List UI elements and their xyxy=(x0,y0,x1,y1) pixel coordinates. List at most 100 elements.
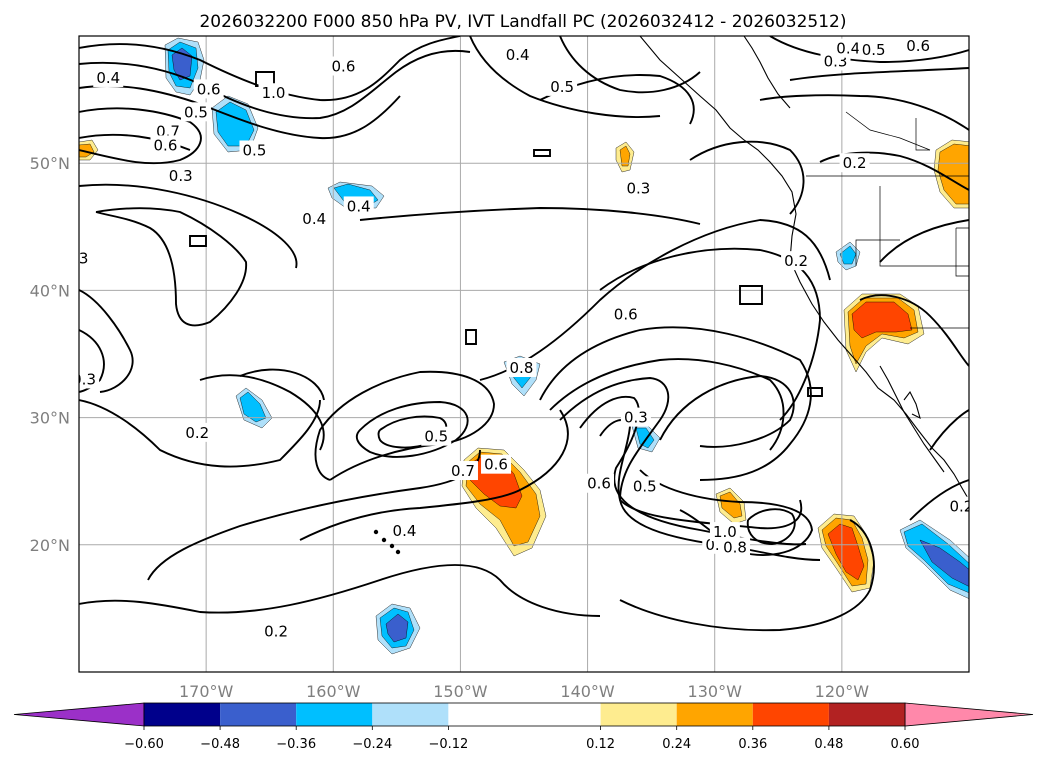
ivt-contour-line xyxy=(355,401,469,458)
contour-label: 0.5 xyxy=(184,103,208,121)
colorbar-segment xyxy=(600,703,677,726)
contour-label-bg xyxy=(150,135,181,155)
contour-label-bg xyxy=(79,248,92,268)
x-tick-label: 150°W xyxy=(433,682,488,701)
ivt-contour-line xyxy=(79,329,105,393)
ivt-contour-line xyxy=(909,479,969,521)
contour-label-bg xyxy=(839,153,870,173)
contour-label: 0.7 xyxy=(451,462,475,480)
contour-label-bg xyxy=(502,45,533,65)
ivt-contour-closed xyxy=(533,149,551,157)
colorbar-tick-label: 0.48 xyxy=(814,737,843,752)
contour-label: 0.6 xyxy=(614,306,638,324)
contour-label-bg xyxy=(781,251,812,271)
x-axis-tick-labels: 170°W 160°W 150°W 140°W 130°W 120°W xyxy=(179,682,869,701)
ivt-contour-line xyxy=(469,36,661,118)
political-border xyxy=(915,118,930,151)
contour-label-bg xyxy=(258,83,289,103)
ivt-contour-line xyxy=(79,289,134,393)
contour-label: 0.2 xyxy=(185,424,209,442)
pv-anomaly-blob xyxy=(851,301,913,339)
pv-anomaly-blob xyxy=(827,523,865,581)
contour-label-bg xyxy=(709,522,740,542)
contour-label: 0.4 xyxy=(347,197,371,215)
colorbar-tick-label: 0.60 xyxy=(891,737,920,752)
contour-label: 0.5 xyxy=(550,78,574,96)
pv-anomaly-blob xyxy=(385,613,409,643)
pv-anomaly-blob xyxy=(719,491,743,519)
x-tick-label: 120°W xyxy=(815,682,870,701)
contour-label-bg xyxy=(193,79,224,99)
ivt-contour-line xyxy=(479,219,831,381)
contour-label: 0.3 xyxy=(624,409,648,427)
island-marker xyxy=(389,543,395,549)
contour-labels: 0.40.40.30.70.60.50.6 1.00.40.50.60.40.50… xyxy=(65,36,973,641)
island-marker xyxy=(395,549,401,555)
contour-label-bg xyxy=(389,520,420,540)
ivt-contour-line xyxy=(79,564,601,617)
contour-label-bg xyxy=(903,36,934,56)
contour-label: 0.8 xyxy=(723,538,747,556)
ivt-contour-line xyxy=(789,67,969,81)
ivt-contour-line xyxy=(559,36,701,94)
island-marker xyxy=(381,537,387,543)
pv-anomaly-blob xyxy=(919,539,969,587)
x-tick-label: 170°W xyxy=(179,682,234,701)
contour-label-bg xyxy=(93,67,124,87)
map-panel: 0.40.40.30.70.60.50.6 1.00.40.50.60.40.50… xyxy=(65,35,973,673)
colorbar-segment xyxy=(448,703,601,726)
colorbar-tick-label: 0.12 xyxy=(586,737,615,752)
contour-label: 0.6 xyxy=(484,456,508,474)
contour-label: 0.5 xyxy=(862,41,886,59)
colorbar-tick-label: −0.48 xyxy=(200,737,240,752)
contour-label: 0.5 xyxy=(633,477,657,495)
contour-label: 0.2 xyxy=(949,498,973,516)
ivt-contour-line xyxy=(79,183,298,269)
colorbar: −0.60 −0.48 −0.36 −0.24 −0.12 0.12 0.24 0.36 0.4… xyxy=(13,702,1034,752)
colorbar-frame xyxy=(143,702,906,727)
colorbar-segment xyxy=(220,703,297,726)
island-marker xyxy=(373,529,379,535)
pv-anomaly-blob xyxy=(839,245,857,265)
contour-label: 0.3 xyxy=(65,250,89,268)
contour-label-bg xyxy=(299,209,330,229)
contour-label: 1.0 xyxy=(713,523,737,541)
contour-label-bg xyxy=(261,621,292,641)
ivt-contour-line xyxy=(659,375,795,448)
colorbar-tick-label: −0.12 xyxy=(428,737,468,752)
political-border xyxy=(845,111,931,151)
colorbar-tick-label: 0.36 xyxy=(738,737,767,752)
y-tick-label: 20°N xyxy=(30,536,70,555)
political-border xyxy=(955,227,969,277)
ivt-contour-line xyxy=(619,519,875,632)
ivt-contour-line xyxy=(549,358,785,451)
map-frame xyxy=(78,35,970,673)
y-axis-tick-labels: 50°N 40°N 30°N 20°N xyxy=(30,154,70,555)
coastline xyxy=(639,36,969,501)
contour-label-bg xyxy=(720,537,751,557)
contour-label-bg xyxy=(421,426,452,446)
contour-label: 0.4 xyxy=(506,46,530,64)
ivt-contour-line xyxy=(746,508,796,545)
coastline xyxy=(879,365,945,473)
contour-label: 0.3 xyxy=(169,167,193,185)
contour-label-bg xyxy=(547,76,578,96)
contour-label-bg xyxy=(343,196,374,216)
ivt-contour-line xyxy=(819,151,969,191)
contour-label: 0.2 xyxy=(264,622,288,640)
colorbar-extend-under xyxy=(13,702,145,727)
ivt-contour-line xyxy=(859,294,969,367)
ivt-contour-line xyxy=(79,36,461,101)
contour-label: 0.2 xyxy=(784,252,808,270)
contour-label-bg xyxy=(506,357,537,377)
contour-label: 0.6 xyxy=(906,37,930,55)
contour-label: 0.3 xyxy=(72,370,96,388)
contour-label-bg xyxy=(239,140,270,160)
colorbar-tick-label: −0.24 xyxy=(352,737,392,752)
y-tick-label: 50°N xyxy=(30,154,70,173)
ivt-contour-line xyxy=(539,326,812,481)
y-tick-label: 40°N xyxy=(30,281,70,300)
ivt-contour-closed xyxy=(739,285,763,305)
contour-label-bg xyxy=(584,473,615,493)
contour-label: 0.4 xyxy=(836,40,860,58)
